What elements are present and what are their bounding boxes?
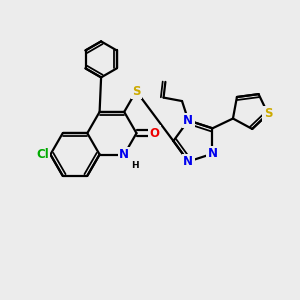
Text: S: S	[132, 85, 140, 98]
Text: H: H	[131, 161, 138, 170]
Text: Cl: Cl	[36, 148, 49, 161]
Text: N: N	[183, 114, 193, 127]
Text: O: O	[149, 127, 160, 140]
Text: N: N	[208, 147, 218, 160]
Text: S: S	[264, 107, 272, 120]
Text: N: N	[183, 155, 193, 168]
Text: N: N	[119, 148, 129, 161]
